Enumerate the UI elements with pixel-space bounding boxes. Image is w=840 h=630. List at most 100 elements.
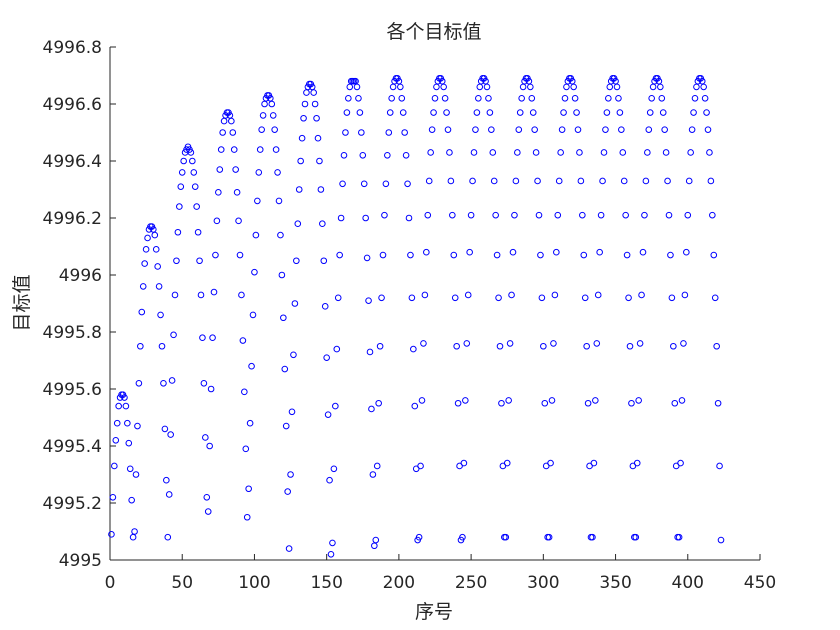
data-point <box>178 169 186 176</box>
data-point <box>518 95 525 102</box>
data-point <box>450 251 458 259</box>
data-point <box>238 291 245 299</box>
data-point <box>256 146 264 153</box>
data-point <box>272 146 280 153</box>
data-point <box>379 251 387 259</box>
data-point <box>615 95 622 102</box>
data-point <box>675 533 683 541</box>
data-point <box>574 126 582 133</box>
data-point <box>203 494 211 501</box>
data-point <box>177 183 185 190</box>
x-tick-label: 150 <box>310 573 342 593</box>
y-tick-label: 4995.6 <box>43 380 102 400</box>
data-point <box>670 342 677 350</box>
y-tick-label: 4996.8 <box>43 38 102 58</box>
data-point <box>580 251 588 259</box>
data-point <box>356 109 364 116</box>
data-point <box>248 362 255 370</box>
data-point <box>632 533 640 541</box>
data-point <box>382 180 390 188</box>
data-point <box>316 157 323 165</box>
data-point <box>451 294 459 302</box>
data-point <box>360 180 368 188</box>
data-point <box>246 419 254 427</box>
data-point <box>206 442 213 450</box>
data-point <box>330 465 338 473</box>
data-point <box>449 211 456 219</box>
data-point <box>336 251 343 259</box>
data-point <box>509 248 517 256</box>
data-point <box>158 342 166 350</box>
data-point <box>369 471 377 478</box>
data-point <box>515 126 523 133</box>
data-point <box>137 342 144 350</box>
data-point <box>125 439 133 447</box>
data-point <box>570 83 577 91</box>
data-point <box>197 291 205 299</box>
data-point <box>493 251 501 259</box>
data-point <box>599 177 606 185</box>
x-tick-label: 300 <box>527 573 559 593</box>
data-point <box>633 459 641 467</box>
x-tick-label: 200 <box>383 573 415 593</box>
data-point <box>155 283 163 290</box>
data-point <box>472 126 479 133</box>
data-point <box>295 186 303 193</box>
data-point <box>714 399 722 407</box>
data-point <box>269 112 277 119</box>
data-point <box>463 340 471 347</box>
data-point <box>613 83 621 91</box>
data-point <box>290 351 297 359</box>
data-point <box>230 146 238 153</box>
data-point <box>365 297 372 304</box>
data-point <box>313 114 320 122</box>
data-point <box>421 291 429 299</box>
data-point <box>405 214 413 222</box>
data-point <box>321 303 329 310</box>
y-tick-label: 4996 <box>59 266 102 286</box>
data-point <box>703 109 710 116</box>
data-point <box>291 300 299 307</box>
data-point <box>644 149 651 156</box>
data-point <box>342 129 349 136</box>
data-point <box>649 83 657 91</box>
data-point <box>603 109 611 116</box>
data-point <box>462 397 469 404</box>
data-point <box>126 465 134 473</box>
y-tick-label: 4996.2 <box>43 209 102 229</box>
data-point <box>410 345 417 353</box>
data-point <box>314 134 322 142</box>
data-point <box>466 248 473 256</box>
data-point <box>339 180 346 188</box>
data-point <box>334 294 342 302</box>
data-point <box>241 388 248 396</box>
data-point <box>563 83 570 91</box>
data-point <box>363 254 371 262</box>
x-axis-title: 序号 <box>415 601 453 623</box>
data-point <box>638 291 645 299</box>
y-axis-title: 目标值 <box>11 274 33 331</box>
data-point <box>301 100 309 108</box>
data-point <box>503 459 511 467</box>
data-point <box>498 399 505 407</box>
data-point <box>516 109 524 116</box>
data-point <box>108 531 115 538</box>
data-point <box>384 152 391 159</box>
data-point <box>443 109 450 116</box>
data-point <box>658 95 666 102</box>
data-point <box>282 422 290 430</box>
data-point <box>164 533 172 541</box>
data-point <box>111 462 118 470</box>
data-point <box>207 385 215 393</box>
data-point <box>424 211 432 219</box>
data-point <box>685 177 693 185</box>
data-point <box>531 126 538 133</box>
data-point <box>171 291 179 299</box>
x-tick-label: 100 <box>238 573 270 593</box>
data-point <box>245 485 252 493</box>
data-point <box>359 152 367 159</box>
data-point <box>541 399 549 407</box>
data-point <box>704 126 712 133</box>
data-point <box>687 149 694 156</box>
